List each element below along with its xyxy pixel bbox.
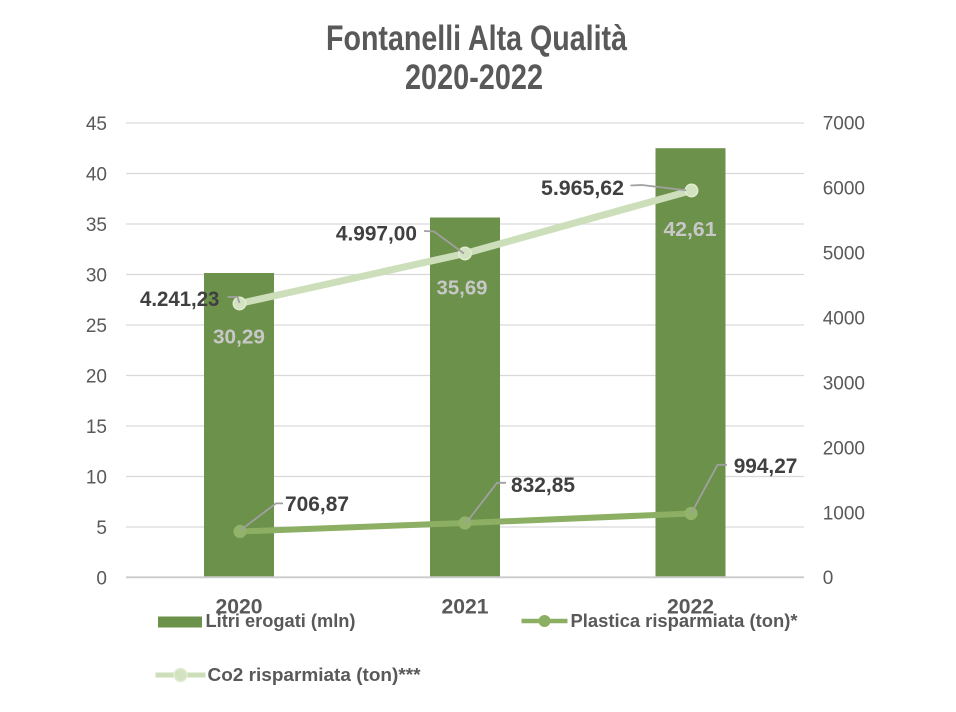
svg-text:25: 25 [86, 316, 107, 337]
svg-text:5.965,62: 5.965,62 [541, 177, 624, 200]
svg-text:42,61: 42,61 [664, 218, 717, 241]
svg-text:832,85: 832,85 [511, 474, 575, 497]
svg-text:45: 45 [86, 114, 107, 135]
svg-text:2020: 2020 [216, 596, 263, 619]
svg-text:4000: 4000 [823, 309, 865, 330]
svg-text:5: 5 [96, 518, 107, 539]
svg-text:4.241,23: 4.241,23 [140, 288, 219, 311]
svg-text:10: 10 [86, 468, 107, 489]
svg-text:5000: 5000 [823, 244, 865, 265]
svg-text:7000: 7000 [823, 114, 865, 135]
svg-text:994,27: 994,27 [734, 455, 798, 478]
svg-text:2020-2022: 2020-2022 [405, 58, 543, 97]
svg-text:Fontanelli Alta Qualità: Fontanelli Alta Qualità [326, 19, 627, 58]
svg-text:35,69: 35,69 [437, 277, 488, 300]
svg-text:2021: 2021 [442, 596, 489, 619]
svg-text:20: 20 [86, 367, 107, 388]
svg-text:6000: 6000 [823, 179, 865, 200]
svg-text:40: 40 [86, 165, 107, 186]
svg-text:0: 0 [96, 569, 107, 590]
svg-text:Plastica risparmiata (ton)*: Plastica risparmiata (ton)* [571, 610, 799, 631]
svg-text:2000: 2000 [823, 438, 865, 459]
svg-text:15: 15 [86, 417, 107, 438]
svg-text:Litri erogati (mln): Litri erogati (mln) [206, 610, 356, 631]
svg-text:706,87: 706,87 [285, 493, 349, 516]
svg-text:0: 0 [823, 568, 834, 589]
svg-text:35: 35 [86, 215, 107, 236]
svg-text:3000: 3000 [823, 373, 865, 394]
svg-text:4.997,00: 4.997,00 [336, 223, 417, 246]
svg-text:30,29: 30,29 [213, 325, 265, 348]
svg-text:1000: 1000 [823, 503, 865, 524]
svg-text:30: 30 [86, 266, 107, 287]
svg-text:Co2 risparmiata (ton)***: Co2 risparmiata (ton)*** [208, 664, 422, 685]
svg-text:2022: 2022 [667, 596, 714, 619]
